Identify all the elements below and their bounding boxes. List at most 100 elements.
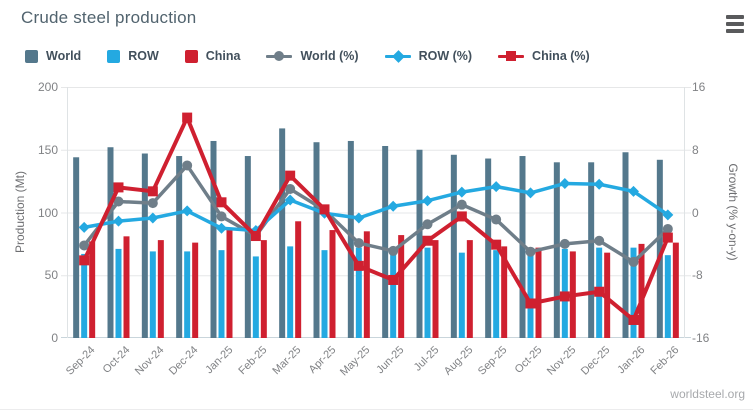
legend-label: World (%): [300, 49, 359, 63]
bar-row-May-25: [355, 247, 362, 338]
bar-china-Jan-25: [226, 230, 233, 338]
marker-diamond: [422, 195, 433, 207]
legend-label: China (%): [532, 49, 590, 63]
marker-circle: [422, 219, 433, 230]
bar-row-Nov-24: [149, 251, 156, 338]
right-axis-title: Growth (% y-on-y): [726, 163, 740, 261]
bar-world-Nov-24: [141, 153, 148, 338]
x-axis-tick-Jul-25: Jul-25: [411, 344, 441, 374]
bar-china-Apr-25: [329, 230, 336, 338]
x-axis-tick-Jan-25: Jan-25: [202, 344, 235, 377]
bar-world-Dec-25: [588, 162, 595, 338]
world-line-marker-icon: [266, 49, 293, 63]
legend-item-china[interactable]: China: [184, 49, 241, 63]
bar-world-Aug-25: [450, 154, 457, 338]
bar-row-Apr-25: [321, 250, 328, 338]
bar-china-Feb-26: [672, 242, 679, 338]
legend-label: China: [205, 49, 241, 63]
marker-circle: [559, 238, 570, 249]
hamburger-bar: [726, 29, 744, 33]
left-axis-tick-200: 200: [37, 80, 58, 94]
marker-square: [319, 204, 330, 215]
marker-square: [594, 286, 605, 297]
marker-diamond: [593, 178, 605, 190]
legend-label: World: [46, 49, 82, 63]
right-axis-tick--8: -8: [692, 268, 703, 283]
marker-diamond: [113, 215, 124, 227]
bar-row-Jan-26: [630, 247, 637, 338]
marker-diamond: [353, 212, 365, 224]
bar-world-Sep-25: [485, 158, 492, 338]
bar-china-Mar-25: [295, 221, 302, 338]
bar-world-Oct-24: [107, 147, 114, 338]
marker-square: [525, 298, 536, 309]
marker-square: [285, 170, 296, 181]
legend-item-row[interactable]: ROW (%): [384, 49, 473, 63]
x-axis-tick-Dec-24: Dec-24: [167, 344, 201, 378]
legend-label: ROW (%): [418, 49, 473, 63]
legend-item-world[interactable]: World (%): [266, 49, 359, 63]
watermark-worldsteel: worldsteel.org: [670, 387, 745, 401]
x-axis-tick-Aug-25: Aug-25: [441, 344, 476, 378]
bar-row-Oct-24: [115, 248, 122, 338]
right-axis-tick--16: -16: [692, 331, 710, 345]
marker-square: [628, 314, 639, 325]
marker-circle: [388, 245, 399, 256]
x-axis-tick-Jan-26: Jan-26: [614, 344, 647, 377]
line-series-china: [79, 112, 673, 325]
marker-diamond: [216, 222, 227, 234]
bar-world-Mar-25: [279, 128, 286, 338]
bar-world-Jun-25: [382, 145, 389, 338]
marker-circle: [285, 183, 296, 194]
hamburger-bar: [726, 22, 744, 26]
bar-china-May-25: [363, 231, 370, 338]
marker-diamond: [628, 185, 639, 197]
bar-row-Dec-24: [184, 251, 191, 338]
marker-diamond: [387, 200, 399, 212]
x-axis-tick-Mar-25: Mar-25: [270, 344, 304, 378]
marker-circle: [353, 238, 364, 249]
marker-square: [182, 112, 193, 123]
marker-square: [79, 255, 90, 266]
bar-world-Sep-24: [73, 157, 80, 338]
bar-world-Oct-25: [519, 156, 526, 338]
x-axis-tick-Dec-25: Dec-25: [579, 344, 613, 378]
legend-item-row[interactable]: ROW: [107, 49, 159, 63]
right-axis-tick-16: 16: [692, 80, 706, 94]
bar-row-Mar-25: [287, 246, 294, 338]
hamburger-bar: [726, 15, 744, 19]
bar-world-Jul-25: [416, 149, 423, 338]
bar-series-china: [89, 221, 679, 339]
bar-china-Nov-24: [157, 240, 164, 338]
legend-item-world[interactable]: World: [25, 49, 81, 63]
bar-row-Feb-26: [664, 255, 671, 338]
marker-square: [559, 291, 570, 302]
legend-item-china[interactable]: China (%): [498, 49, 590, 63]
bar-world-Apr-25: [313, 142, 320, 338]
bar-row-Jun-25: [390, 248, 397, 338]
bar-world-Feb-26: [656, 159, 663, 338]
bar-row-Sep-25: [493, 250, 500, 338]
bar-world-Nov-25: [553, 162, 560, 338]
right-axis-tick-0: 0: [692, 205, 699, 220]
marker-diamond: [284, 194, 296, 206]
marker-circle: [525, 246, 536, 257]
marker-circle: [147, 198, 158, 209]
x-axis-tick-Apr-25: Apr-25: [306, 344, 338, 376]
bar-china-Jun-25: [398, 235, 405, 338]
row-line-marker-icon: [384, 49, 411, 63]
hamburger-menu-icon[interactable]: [726, 15, 744, 33]
marker-circle: [182, 160, 193, 171]
marker-diamond: [559, 177, 571, 189]
marker-diamond: [490, 181, 502, 193]
marker-square: [491, 239, 502, 250]
bar-world-Feb-25: [244, 156, 251, 338]
left-axis-tick-0: 0: [51, 331, 58, 345]
bar-china-Oct-24: [123, 236, 130, 338]
plot-area: [61, 87, 691, 339]
x-axis-tick-Feb-25: Feb-25: [236, 344, 270, 378]
marker-diamond: [181, 205, 193, 217]
bar-row-Oct-25: [527, 247, 534, 338]
bar-china-Aug-25: [466, 240, 473, 338]
